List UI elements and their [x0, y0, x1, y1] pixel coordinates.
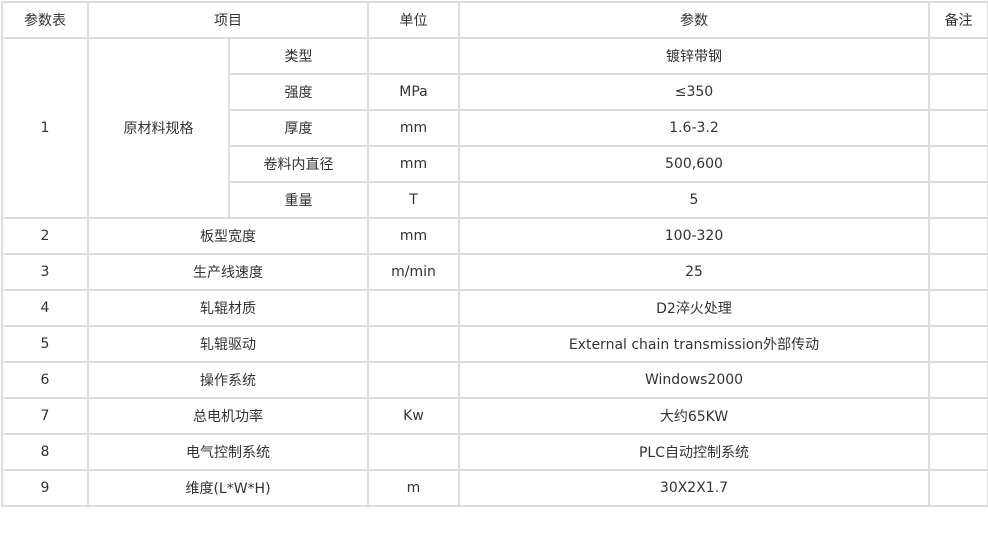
param-value: 500,600 [458, 145, 930, 183]
sub-item: 类型 [228, 37, 369, 75]
param-value: External chain transmission外部传动 [458, 325, 930, 363]
table-row: 8 电气控制系统 PLC自动控制系统 [1, 433, 988, 471]
remark [928, 145, 988, 183]
row-number: 3 [1, 253, 89, 291]
unit [367, 433, 460, 471]
header-remark: 备注 [928, 1, 988, 39]
item: 轧辊材质 [87, 289, 369, 327]
unit: mm [367, 109, 460, 147]
remark [928, 73, 988, 111]
table-row: 卷料内直径 mm 500,600 [2, 145, 988, 183]
header-item: 项目 [87, 1, 369, 39]
table-row: 4 轧辊材质 D2淬火处理 [1, 289, 988, 327]
header-unit: 单位 [367, 1, 460, 39]
remark [928, 109, 988, 147]
header-row: 参数表 项目 单位 参数 备注 [1, 1, 988, 39]
unit: mm [367, 217, 460, 255]
table-row: 1 原材料规格 类型 镀锌带钢 [1, 37, 988, 219]
row-number: 2 [1, 217, 89, 255]
remark [928, 361, 988, 399]
remark [928, 433, 988, 471]
param-value: 大约65KW [458, 397, 930, 435]
sub-item: 强度 [228, 73, 369, 111]
remark [928, 289, 988, 327]
param-value: ≤350 [458, 73, 930, 111]
table-row: 厚度 mm 1.6-3.2 [2, 109, 988, 147]
row-number: 7 [1, 397, 89, 435]
param-value: 镀锌带钢 [458, 37, 930, 75]
header-no: 参数表 [1, 1, 89, 39]
group-label: 原材料规格 [87, 37, 230, 219]
table-row: 3 生产线速度 m/min 25 [1, 253, 988, 291]
item: 维度(L*W*H) [87, 469, 369, 507]
remark [928, 469, 988, 507]
table-row: 5 轧辊驱动 External chain transmission外部传动 [1, 325, 988, 363]
spec-table: 参数表 项目 单位 参数 备注 1 原材料规格 类型 镀锌带钢 强度 MPa ≤350 厚度 m… [1, 1, 988, 507]
unit [367, 325, 460, 363]
table-row: 9 维度(L*W*H) m 30X2X1.7 [1, 469, 988, 507]
sub-item: 重量 [228, 181, 369, 219]
row-number: 9 [1, 469, 89, 507]
item: 电气控制系统 [87, 433, 369, 471]
table-row: 7 总电机功率 Kw 大约65KW [1, 397, 988, 435]
row-number: 5 [1, 325, 89, 363]
item: 总电机功率 [87, 397, 369, 435]
unit: mm [367, 145, 460, 183]
row-number: 1 [1, 37, 89, 219]
param-value: 100-320 [458, 217, 930, 255]
param-value: 30X2X1.7 [458, 469, 930, 507]
item: 操作系统 [87, 361, 369, 399]
unit [367, 37, 460, 75]
remark [928, 217, 988, 255]
remark [928, 181, 988, 219]
remark [928, 397, 988, 435]
unit [367, 289, 460, 327]
row-number: 8 [1, 433, 89, 471]
sub-item: 厚度 [228, 109, 369, 147]
sub-item: 卷料内直径 [228, 145, 369, 183]
table-row: 6 操作系统 Windows2000 [1, 361, 988, 399]
table-row: 强度 MPa ≤350 [2, 73, 988, 111]
row-number: 4 [1, 289, 89, 327]
header-param: 参数 [458, 1, 930, 39]
remark [928, 325, 988, 363]
row-number: 6 [1, 361, 89, 399]
remark [928, 253, 988, 291]
table-row: 2 板型宽度 mm 100-320 [1, 217, 988, 255]
param-value: 5 [458, 181, 930, 219]
item: 生产线速度 [87, 253, 369, 291]
unit: Kw [367, 397, 460, 435]
table-row: 重量 T 5 [2, 181, 988, 219]
param-value: D2淬火处理 [458, 289, 930, 327]
item: 轧辊驱动 [87, 325, 369, 363]
item: 板型宽度 [87, 217, 369, 255]
unit [367, 361, 460, 399]
unit: m [367, 469, 460, 507]
unit: m/min [367, 253, 460, 291]
param-value: PLC自动控制系统 [458, 433, 930, 471]
param-value: 1.6-3.2 [458, 109, 930, 147]
param-value: 25 [458, 253, 930, 291]
remark [928, 37, 988, 75]
unit: MPa [367, 73, 460, 111]
param-value: Windows2000 [458, 361, 930, 399]
unit: T [367, 181, 460, 219]
